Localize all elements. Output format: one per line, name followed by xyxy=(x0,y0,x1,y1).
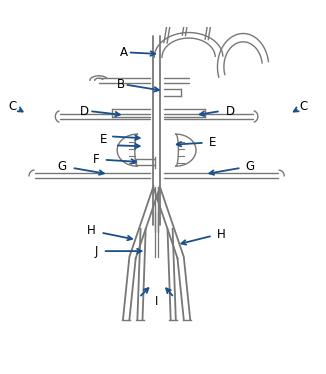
Text: D: D xyxy=(80,105,89,117)
Text: D: D xyxy=(226,105,235,117)
Text: C: C xyxy=(300,100,308,113)
Text: G: G xyxy=(246,160,255,173)
Text: I: I xyxy=(155,295,158,308)
Text: E: E xyxy=(209,136,216,149)
Text: H: H xyxy=(87,224,96,237)
Text: A: A xyxy=(120,46,128,59)
Text: G: G xyxy=(58,160,67,173)
Text: H: H xyxy=(217,228,226,241)
Text: J: J xyxy=(95,245,98,258)
Text: F: F xyxy=(93,153,99,166)
Text: B: B xyxy=(116,78,125,91)
Text: C: C xyxy=(8,100,17,113)
Text: E: E xyxy=(99,133,107,146)
